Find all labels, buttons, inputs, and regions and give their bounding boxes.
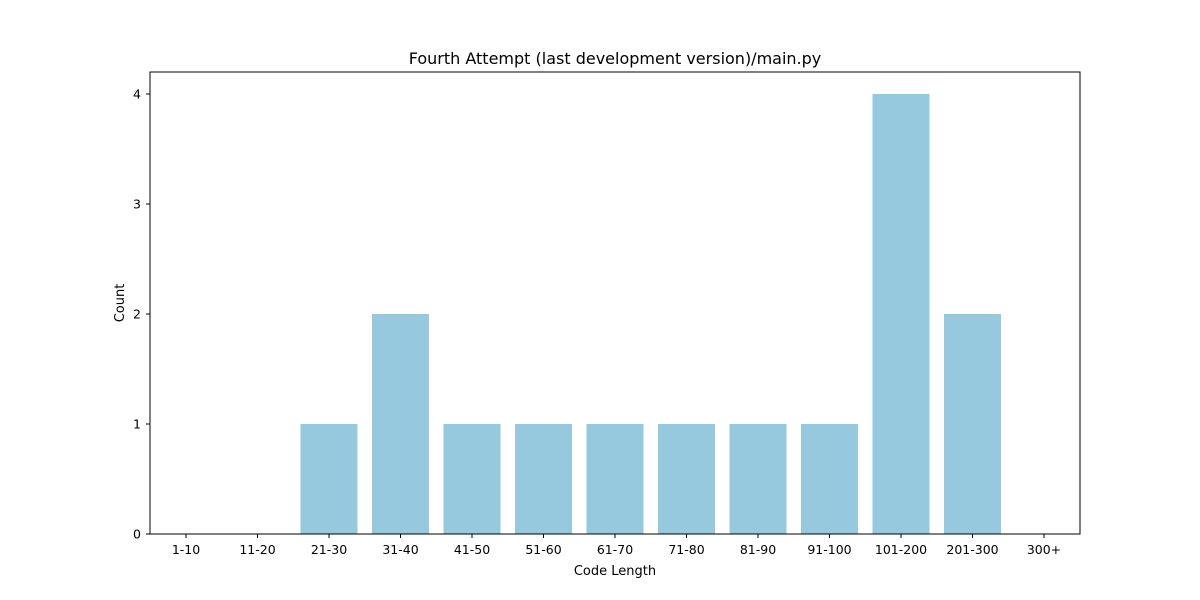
y-tick-label-4: 4: [133, 87, 141, 102]
x-tick-label-201-300: 201-300: [946, 542, 998, 557]
x-tick-label-91-100: 91-100: [807, 542, 851, 557]
x-tick-label-101-200: 101-200: [875, 542, 927, 557]
x-axis: 1-10 11-20 21-30 31-40 41-50 51-60 61-70 71-80 8…: [172, 534, 1061, 557]
bars-group: [300, 94, 1001, 534]
bar-31-40: [372, 314, 429, 534]
x-axis-label: Code Length: [574, 564, 656, 579]
x-tick-label-71-80: 71-80: [668, 542, 704, 557]
bar-21-30: [300, 424, 358, 534]
x-tick-label-81-90: 81-90: [740, 542, 776, 557]
y-tick-label-1: 1: [133, 417, 141, 432]
x-tick-label-11-20: 11-20: [239, 542, 275, 557]
x-tick-label-21-30: 21-30: [311, 542, 347, 557]
x-tick-label-31-40: 31-40: [382, 542, 418, 557]
y-tick-label-2: 2: [133, 307, 141, 322]
x-tick-label-61-70: 61-70: [597, 542, 633, 557]
x-tick-label-1-10: 1-10: [172, 542, 200, 557]
chart-title: Fourth Attempt (last development version…: [409, 49, 822, 68]
bar-51-60: [515, 424, 572, 534]
bar-71-80: [658, 424, 715, 534]
y-axis-label: Count: [113, 284, 128, 323]
bar-81-90: [729, 424, 787, 534]
bar-201-300: [944, 314, 1001, 534]
y-axis: 0 1 2 3 4: [133, 87, 150, 542]
x-tick-label-300+: 300+: [1027, 542, 1061, 557]
bar-91-100: [801, 424, 858, 534]
x-tick-label-41-50: 41-50: [454, 542, 490, 557]
y-tick-label-0: 0: [133, 527, 141, 542]
y-tick-label-3: 3: [133, 197, 141, 212]
x-tick-label-51-60: 51-60: [525, 542, 561, 557]
bar-41-50: [443, 424, 501, 534]
bar-101-200: [872, 94, 930, 534]
bar-61-70: [586, 424, 644, 534]
